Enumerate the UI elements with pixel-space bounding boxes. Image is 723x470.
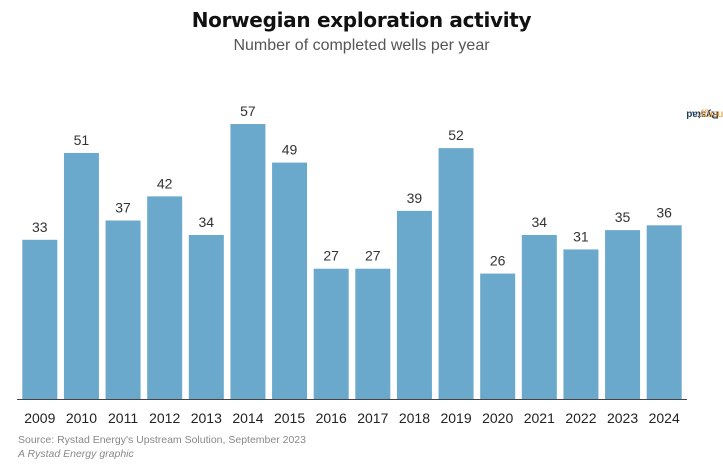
x-tick-label-2024: 2024: [649, 410, 680, 426]
data-label-2019: 52: [448, 127, 464, 143]
bar-2023: [605, 230, 641, 399]
data-label-2015: 49: [282, 142, 298, 158]
x-tick-label-2017: 2017: [357, 410, 388, 426]
x-tick-label-2009: 2009: [24, 410, 55, 426]
data-label-2011: 37: [115, 199, 131, 215]
credit-note: A Rystad Energy graphic: [18, 448, 134, 460]
x-tick-label-2014: 2014: [232, 410, 263, 426]
x-tick-label-2023: 2023: [607, 410, 638, 426]
chart-subtitle: Number of completed wells per year: [233, 37, 490, 54]
bar-2017: [355, 268, 391, 399]
bar-2019: [438, 148, 474, 399]
data-label-2016: 27: [323, 248, 339, 264]
bar-2013: [188, 234, 224, 399]
x-tick-label-2012: 2012: [149, 410, 180, 426]
data-label-2021: 34: [532, 214, 548, 230]
bar-2011: [105, 220, 141, 399]
bar-2012: [147, 196, 183, 399]
bar-2015: [272, 162, 308, 399]
bar-2021: [521, 234, 557, 399]
data-label-2018: 39: [407, 190, 423, 206]
data-label-2013: 34: [199, 214, 215, 230]
bar-2009: [22, 239, 58, 399]
data-label-2024: 36: [656, 204, 672, 220]
x-tick-label-2022: 2022: [565, 410, 596, 426]
x-tick-label-2016: 2016: [316, 410, 347, 426]
data-label-2017: 27: [365, 248, 381, 264]
x-tick-label-2010: 2010: [66, 410, 97, 426]
x-tick-label-2021: 2021: [524, 410, 555, 426]
data-label-2023: 35: [615, 209, 631, 225]
data-label-2022: 31: [573, 228, 589, 244]
x-tick-label-2019: 2019: [440, 410, 471, 426]
chart-title: Norwegian exploration activity: [191, 8, 532, 32]
data-label-2010: 51: [74, 132, 90, 148]
bar-2014: [230, 124, 266, 399]
bar-2024: [646, 225, 682, 399]
source-note: Source: Rystad Energy's Upstream Solutio…: [18, 434, 306, 446]
bar-2016: [313, 268, 349, 399]
data-label-2012: 42: [157, 175, 173, 191]
bar-2022: [563, 249, 599, 399]
data-label-2020: 26: [490, 253, 506, 269]
bar-2010: [63, 152, 99, 399]
bar-2018: [396, 210, 432, 399]
x-tick-label-2015: 2015: [274, 410, 305, 426]
x-tick-label-2020: 2020: [482, 410, 513, 426]
data-label-2009: 33: [32, 219, 48, 235]
x-tick-label-2011: 2011: [108, 410, 138, 426]
x-tick-label-2018: 2018: [399, 410, 430, 426]
bar-2020: [480, 273, 516, 399]
x-tick-label-2013: 2013: [191, 410, 222, 426]
brand-name-part2: Energy: [699, 108, 723, 120]
data-label-2014: 57: [240, 103, 256, 119]
